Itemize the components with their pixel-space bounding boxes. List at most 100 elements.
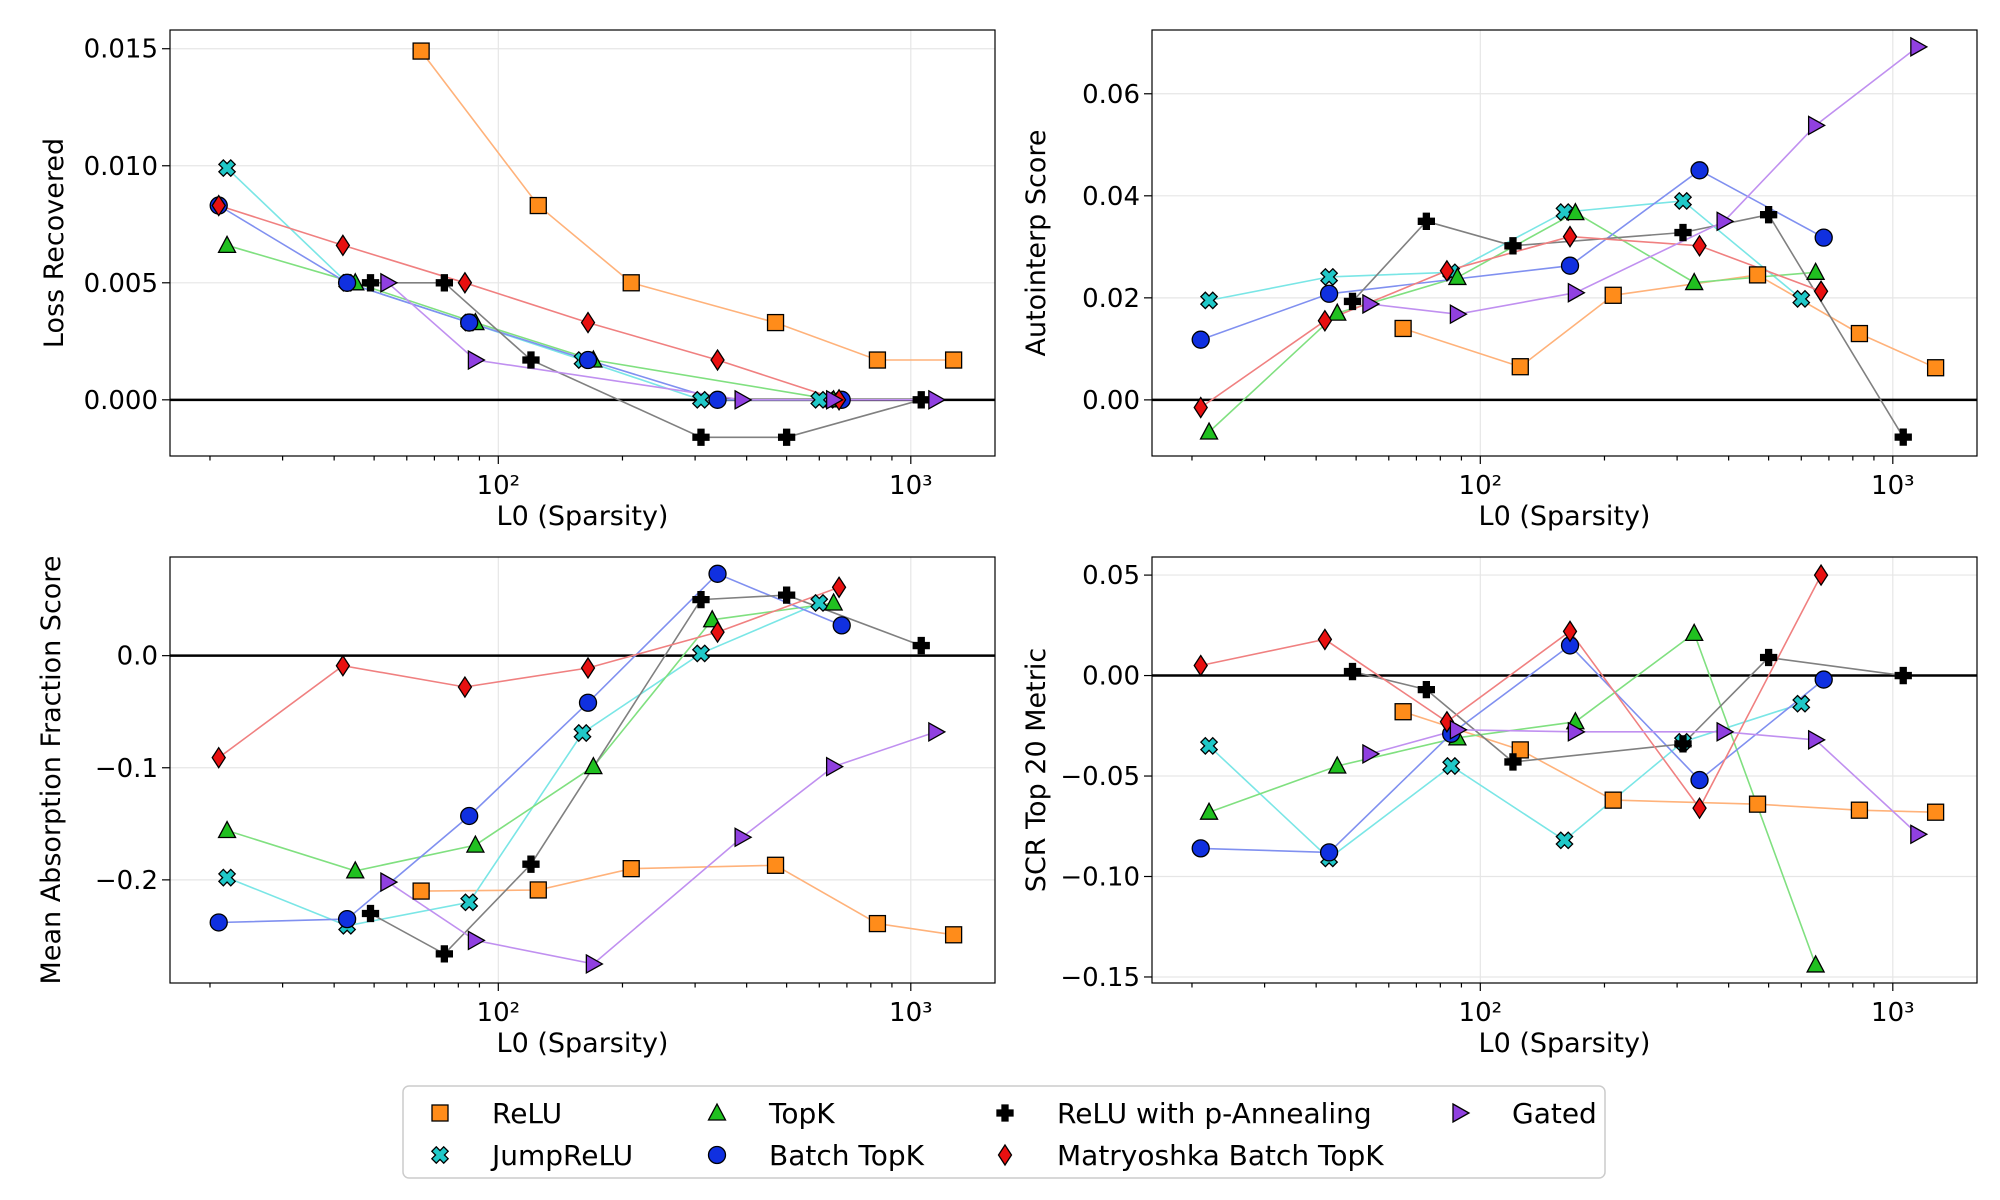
data-point-relu (1394, 703, 1412, 721)
y-tick-label: 0.04 (1082, 182, 1140, 212)
series-markers-matryoshka-batch-topk (211, 194, 847, 412)
data-point-relu (1926, 359, 1945, 377)
y-tick-label: 0.00 (1082, 662, 1140, 692)
data-point-relu-with-p-annealing (692, 590, 710, 609)
legend-marker-batch-topk (707, 1145, 727, 1165)
legend-label: Matryoshka Batch TopK (1057, 1139, 1384, 1172)
data-point-gated (1910, 824, 1929, 845)
data-point-matryoshka-batch-topk (1193, 396, 1208, 419)
data-point-gated (1910, 36, 1929, 57)
series-markers-topk (217, 592, 844, 879)
y-tick-label: 0.010 (84, 152, 158, 182)
data-point-batch-topk (1319, 843, 1339, 862)
data-point-relu (529, 196, 547, 215)
data-point-jumprelu (810, 390, 829, 409)
data-point-relu-with-p-annealing (361, 274, 380, 292)
y-axis-label: Loss Recovered (39, 138, 70, 348)
legend-entry-gated: Gated (1452, 1097, 1597, 1130)
x-axis-label: L0 (Sparsity) (1479, 1028, 1651, 1059)
data-point-matryoshka-batch-topk (1562, 225, 1578, 248)
data-point-matryoshka-batch-topk (457, 675, 473, 699)
series-markers-jumprelu (217, 593, 829, 935)
legend-marker-topk (707, 1102, 727, 1121)
data-point-relu (1850, 801, 1869, 819)
y-tick-label: 0.02 (1082, 284, 1140, 314)
grid (1152, 557, 1977, 983)
data-point-relu-with-p-annealing (1894, 666, 1912, 685)
data-point-topk (1327, 302, 1347, 321)
y-tick-label: 0.000 (84, 386, 158, 416)
data-point-matryoshka-batch-topk (1813, 563, 1829, 587)
data-point-matryoshka-batch-topk (710, 620, 725, 644)
y-axis-label: Mean Absorption Fraction Score (36, 556, 67, 985)
series-markers-gated (380, 721, 947, 975)
data-point-relu (766, 856, 785, 874)
data-point-relu (868, 914, 887, 933)
data-point-relu-with-p-annealing (1504, 237, 1522, 255)
legend-entry-relu: ReLU (431, 1097, 562, 1130)
data-point-topk (217, 234, 237, 253)
y-tick-label: 0.015 (84, 35, 158, 65)
data-point-relu (1850, 324, 1869, 343)
data-point-gated (734, 389, 753, 410)
data-point-jumprelu (1320, 267, 1339, 287)
data-point-jumprelu (1555, 831, 1574, 850)
data-point-batch-topk (460, 313, 479, 332)
legend-label: ReLU with p-Annealing (1057, 1097, 1372, 1130)
data-point-relu (868, 351, 887, 369)
data-point-gated (1567, 282, 1586, 303)
y-axis: −0.2 −0.1 0.0 Mean Absorption Fraction Scor… (36, 556, 170, 985)
data-point-relu-with-p-annealing (522, 855, 540, 873)
axes-frame (1151, 29, 1978, 457)
data-point-relu-with-p-annealing (1674, 223, 1692, 242)
legend-marker-gated (1452, 1102, 1471, 1124)
legend-marker-relu (431, 1104, 449, 1122)
legend-label: JumpReLU (490, 1139, 633, 1172)
legend-entry-jumprelu: JumpReLU (430, 1139, 633, 1172)
x-tick-label: 10² (1459, 998, 1503, 1028)
data-point-matryoshka-batch-topk (1813, 280, 1829, 303)
data-point-relu (1604, 791, 1622, 809)
series-line-relu-with-p-annealing (370, 594, 922, 955)
data-point-batch-topk (832, 616, 851, 635)
data-point-gated (380, 871, 399, 893)
data-point-relu-with-p-annealing (1343, 292, 1362, 311)
series-line-jumprelu (226, 602, 820, 927)
y-tick-label: −0.1 (95, 754, 158, 784)
series-line-matryoshka-batch-topk (1200, 574, 1822, 810)
data-point-gated (1807, 729, 1826, 750)
series-markers-batch-topk (1191, 161, 1833, 349)
data-point-gated (1449, 304, 1468, 325)
data-point-batch-topk (578, 693, 598, 712)
series-markers-relu (412, 856, 963, 944)
series-markers-gated (1362, 719, 1929, 845)
data-point-relu-with-p-annealing (435, 274, 454, 292)
data-point-matryoshka-batch-topk (1193, 654, 1208, 677)
series-markers-relu-with-p-annealing (361, 274, 930, 446)
chart-panel-3: 10² 10³ L0 (Sparsity) −0.2 −0.1 0.0 Mean Absor… (36, 556, 996, 1059)
x-tick-label: 10² (1459, 471, 1503, 501)
y-axis: 0.000 0.005 0.010 0.015 Loss Recovered (39, 35, 170, 416)
x-axis: 10² 10³ L0 (Sparsity) (1191, 456, 1915, 532)
legend-frame (402, 1085, 1606, 1179)
series-markers-batch-topk (209, 196, 851, 409)
data-point-gated (380, 272, 399, 293)
data-point-batch-topk (337, 909, 357, 929)
x-tick-label: 10² (477, 471, 521, 501)
series-line-relu-with-p-annealing (370, 281, 922, 439)
data-point-batch-topk (209, 913, 228, 932)
y-axis: −0.15 −0.10 −0.05 0.00 0.05 SCR Top 20 Metric (1021, 561, 1152, 993)
data-point-topk (1327, 755, 1347, 774)
series-line-relu (420, 50, 954, 361)
series-line-matryoshka-batch-topk (218, 204, 840, 401)
data-point-relu (1604, 286, 1622, 304)
x-tick-label: 10³ (889, 998, 933, 1028)
legend-marker-jumprelu (430, 1145, 450, 1165)
data-point-relu (1511, 358, 1529, 376)
series-markers-topk (1199, 202, 1826, 440)
chart-panel-1: 10² 10³ L0 (Sparsity) 0.000 0.005 0.010 0.015 L… (39, 29, 996, 532)
data-point-relu (1394, 319, 1412, 338)
data-point-batch-topk (1319, 284, 1339, 303)
data-point-matryoshka-batch-topk (457, 271, 473, 294)
y-tick-label: 0.00 (1082, 386, 1140, 416)
